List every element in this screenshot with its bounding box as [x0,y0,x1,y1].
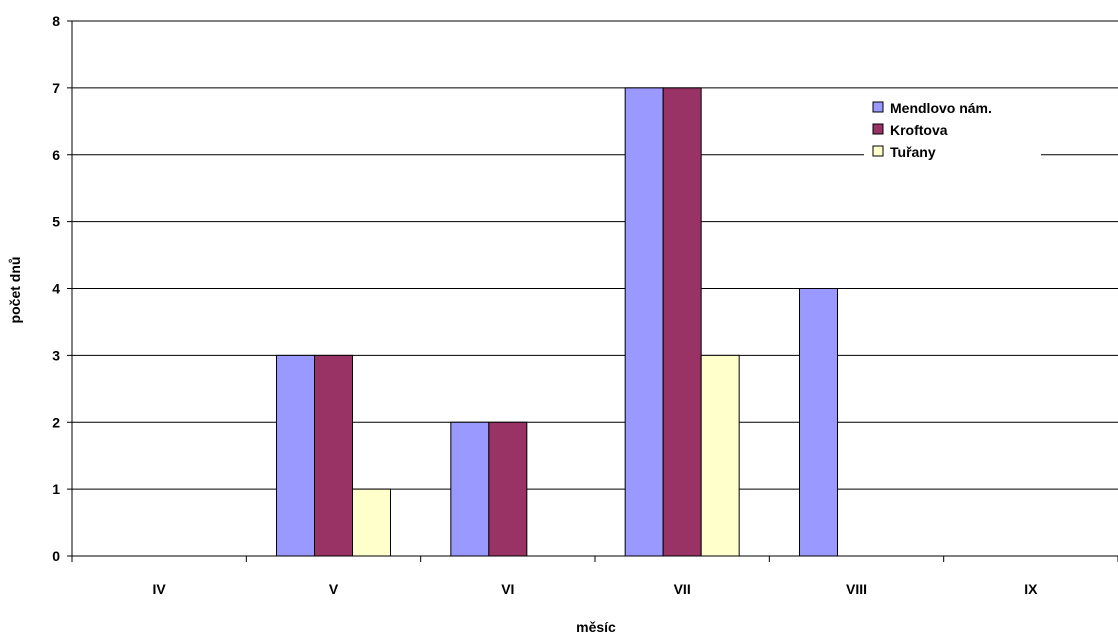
x-tick-label: VII [674,581,691,597]
x-axis-title: měsíc [576,619,616,635]
bar [624,87,664,557]
bar [450,421,490,557]
y-tick-label: 3 [52,347,60,363]
legend-swatch-mendlovo [872,101,884,113]
y-tick-label: 5 [52,214,60,230]
x-tick-label: VIII [846,581,867,597]
legend-swatch-kroftova [872,123,884,135]
bar [488,421,528,557]
y-tick-label: 4 [52,281,60,297]
bar [700,354,740,557]
x-tick-label: V [329,581,339,597]
y-tick-label: 8 [52,13,60,29]
y-tick-label: 2 [52,414,60,430]
y-tick-label: 6 [52,147,60,163]
y-tick-label: 1 [52,481,60,497]
x-tick-label: IX [1024,581,1038,597]
legend-label-mendlovo: Mendlovo nám. [890,100,992,116]
x-tick-label: IV [153,581,167,597]
y-tick-label: 0 [52,548,60,564]
x-axis-ticks: IV V VI VII VIII IX [71,556,1118,597]
x-tick-label: VI [501,581,514,597]
legend-swatch-turany [872,145,884,157]
legend-label-turany: Tuřany [890,144,936,160]
bars [276,87,838,557]
y-tick-label: 7 [52,80,60,96]
legend-item-mendlovo: Mendlovo nám. [872,100,992,116]
y-axis-title: počet dnů [7,257,23,324]
legend-item-turany: Tuřany [872,144,936,160]
bar [352,488,391,557]
legend-item-kroftova: Kroftova [872,122,948,138]
bar [799,288,838,557]
legend-box [864,95,1041,170]
grid-lines [72,20,1118,490]
bar [314,354,353,557]
y-axis-ticks: 0 1 2 3 4 5 6 7 8 [52,13,72,564]
bar [662,87,702,557]
legend-label-kroftova: Kroftova [890,122,948,138]
legend: Mendlovo nám. Kroftova Tuřany [864,95,1041,170]
bar [276,354,315,557]
